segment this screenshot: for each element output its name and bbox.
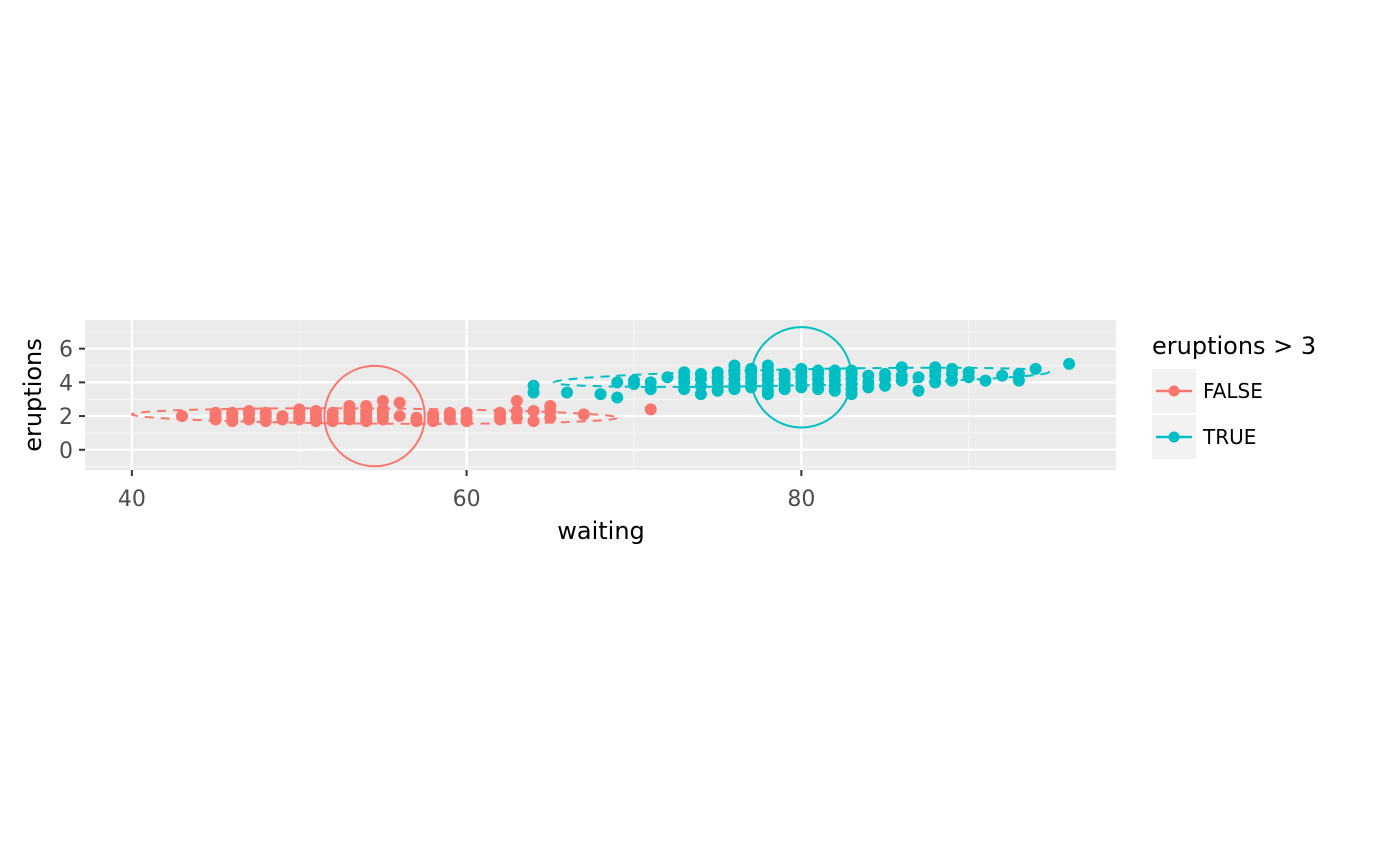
point-true [962,366,975,379]
y-tick-label: 4 [59,371,73,396]
point-false [510,394,523,407]
point-true [895,369,908,382]
point-true [694,367,707,380]
point-true [527,379,540,392]
point-true [895,361,908,374]
x-axis-title: waiting [557,517,645,545]
point-false [343,399,356,412]
point-false [460,406,473,419]
y-axis-title: eruptions [19,338,47,452]
point-true [594,388,607,401]
point-true [611,391,624,404]
point-true [644,376,657,389]
point-false [393,396,406,409]
point-true [728,359,741,372]
point-true [1063,357,1076,370]
legend-key-point [1168,385,1180,397]
circle-false [323,364,426,468]
point-true [711,384,724,397]
legend-label-true: TRUE [1202,425,1256,449]
data-points [176,357,1076,428]
point-false [259,406,272,419]
x-tick-label: 60 [453,487,481,512]
grid-major [85,320,1116,470]
point-true [828,364,841,377]
y-tick-label: 2 [59,405,73,430]
point-false [577,408,590,421]
point-false [644,403,657,416]
point-true [627,374,640,387]
point-true [979,374,992,387]
point-true [611,376,624,389]
point-true [778,367,791,380]
point-true [694,388,707,401]
point-true [879,367,892,380]
point-true [1012,367,1025,380]
x-tick-label: 80 [787,487,815,512]
point-true [661,371,674,384]
point-true [561,386,574,399]
point-true [912,384,925,397]
point-false [326,406,339,419]
point-false [226,406,239,419]
legend-title: eruptions > 3 [1152,332,1316,360]
legend-label-false: FALSE [1203,379,1263,403]
point-false [209,406,222,419]
point-false [527,405,540,418]
point-true [812,364,825,377]
point-true [996,369,1009,382]
ellipse-false [130,407,619,425]
point-false [376,394,389,407]
point-false [309,405,322,418]
point-true [745,362,758,375]
point-true [845,364,858,377]
point-false [360,399,373,412]
point-true [795,362,808,375]
x-axis: 40 60 80 [118,470,815,512]
point-false [243,405,256,418]
y-tick-label: 6 [59,338,73,363]
point-true [1029,362,1042,375]
point-false [544,399,557,412]
point-false [410,411,423,424]
point-false [176,410,189,423]
legend-key-true [1152,415,1196,459]
y-axis: 0 2 4 6 [59,338,85,464]
point-false [293,403,306,416]
x-tick-label: 40 [118,487,146,512]
point-false [276,410,289,423]
point-false [427,408,440,421]
point-true [912,371,925,384]
point-false [494,406,507,419]
point-false [376,403,389,416]
point-true [761,359,774,372]
point-false [510,405,523,418]
point-true [945,362,958,375]
y-tick-label: 0 [59,439,73,464]
point-true [929,361,942,374]
point-false [393,410,406,423]
legend-keys [1152,369,1196,459]
legend-key-point [1168,431,1180,443]
legend: eruptions > 3 FALSE TRUE [1152,332,1316,459]
legend-key-false [1152,369,1196,413]
point-false [443,406,456,419]
point-false [527,415,540,428]
point-true [862,369,875,382]
point-true [678,366,691,379]
point-true [711,366,724,379]
